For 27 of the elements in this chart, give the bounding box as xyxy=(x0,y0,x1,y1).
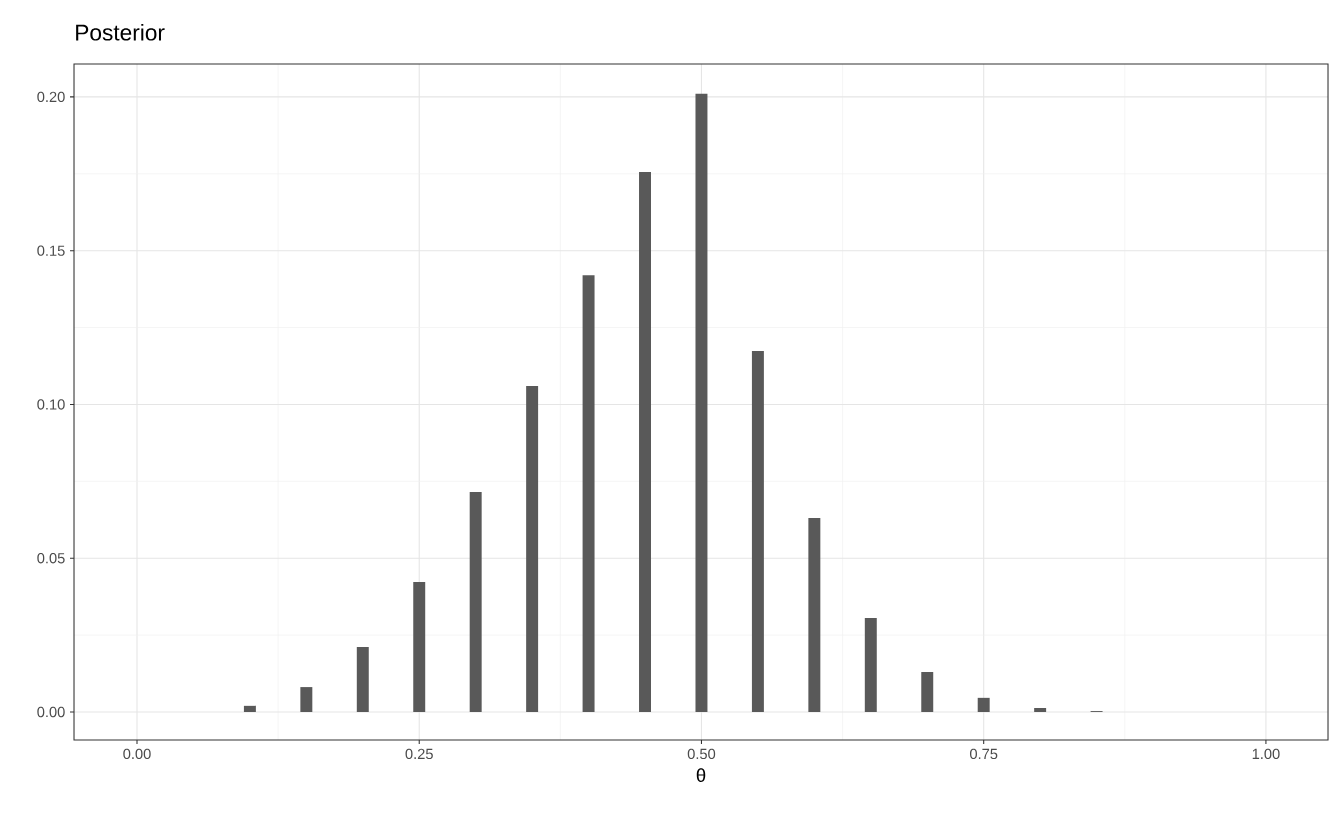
bar xyxy=(639,171,651,712)
chart-title: Posterior xyxy=(76,23,165,41)
bar xyxy=(977,697,990,712)
bar xyxy=(243,705,256,712)
bar xyxy=(469,492,482,712)
y-tick-label: 0.15 xyxy=(37,245,65,256)
x-tick-label: 0.25 xyxy=(405,748,433,760)
bar xyxy=(1034,708,1047,712)
x-tick-label: 0.50 xyxy=(687,748,716,760)
bar xyxy=(582,275,595,712)
x-tick-label: 0.00 xyxy=(123,748,151,760)
bar xyxy=(921,672,934,712)
bar xyxy=(526,385,539,712)
x-tick-label: 0.75 xyxy=(969,748,998,760)
y-tick-label: 0.05 xyxy=(37,553,65,564)
bar xyxy=(808,517,821,712)
y-tick-label: 0.00 xyxy=(37,706,65,718)
x-axis-title: θ xyxy=(696,768,706,782)
bar xyxy=(356,647,369,712)
bar xyxy=(751,350,764,712)
y-tick-label: 0.20 xyxy=(37,91,65,103)
bar xyxy=(695,93,708,712)
y-tick-label: 0.10 xyxy=(37,399,65,410)
bar xyxy=(300,687,313,712)
bar xyxy=(864,617,877,712)
bar xyxy=(413,581,426,712)
x-tick-label: 1.00 xyxy=(1252,748,1280,760)
